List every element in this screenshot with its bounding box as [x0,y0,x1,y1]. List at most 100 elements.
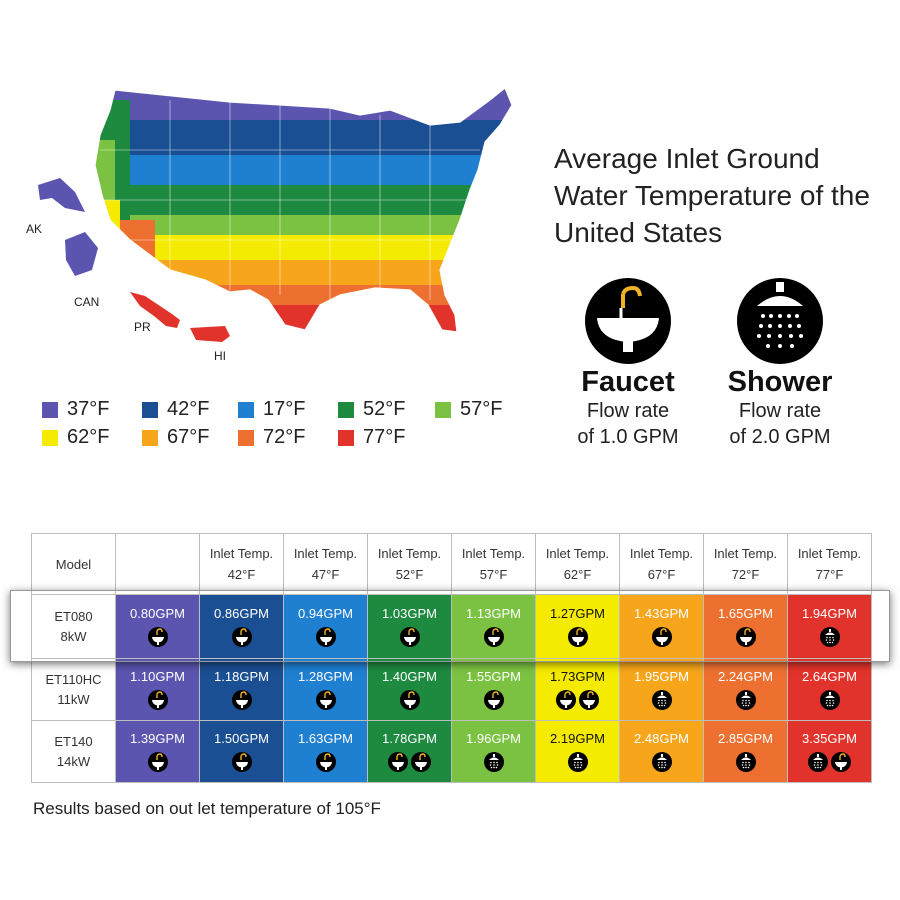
legend-item: 77°F [338,426,405,449]
flow-rate-cell: 2.48GPM [619,720,704,783]
faucet-icon [147,627,168,647]
faucet-flow-label: Flow rate [586,400,670,422]
faucet-icon [585,278,671,364]
usage-icons [200,752,283,772]
faucet-icon [483,690,504,710]
usage-icons [200,690,283,710]
flow-rate-value: 0.80GPM [130,606,185,621]
legend-item: 67°F [142,426,209,449]
usage-icons [788,690,871,710]
shower-icon [808,752,828,772]
model-name: ET080 [54,608,93,624]
legend-item: 37°F [42,398,109,421]
legend-label: 77°F [363,426,406,448]
flow-rate-value: 1.10GPM [130,669,185,684]
legend-swatch [435,401,451,418]
faucet-icon [388,752,408,772]
temp-header-label: Inlet Temp. [293,546,358,561]
faucet-icon [231,690,252,710]
faucet-icon [315,690,336,710]
faucet-icon [556,690,576,710]
legend-item: 42°F [142,398,209,421]
model-cell: ET140 14kW [31,720,116,783]
faucet-icon [735,627,756,647]
shower-title: Shower [727,366,833,398]
usage-icons [788,752,871,772]
faucet-icon [483,627,504,647]
flow-rate-value: 1.95GPM [634,669,689,684]
flow-rate-cell: 0.80GPM [115,594,200,659]
shower-info: Shower Flow rate of 2.0 GPM [705,278,855,450]
model-power: 11kW [57,691,90,707]
alaska-shape [38,178,85,212]
model-header: Model [31,533,116,595]
table-header-row: Model Inlet Temp. 42°F Inlet Temp. 47°F In… [31,533,872,595]
usage-icons [116,627,199,647]
faucet-icon [411,752,431,772]
legend-label: 57°F [460,398,503,420]
faucet-icon [567,627,588,647]
model-name: ET110HC [45,671,102,687]
usage-icons [536,690,619,710]
temp-header: Inlet Temp. 62°F [535,533,620,595]
legend-label: 42°F [167,398,210,420]
faucet-icon [147,752,168,772]
flow-rate-cell: 1.50GPM [199,720,284,783]
usage-icons [368,627,451,647]
usage-icons [116,752,199,772]
faucet-icon [147,690,168,710]
temp-header: Inlet Temp. 52°F [367,533,452,595]
faucet-info: Faucet Flow rate of 1.0 GPM [553,278,703,450]
usage-icons [452,752,535,772]
temp-header-value: 72°F [731,567,760,582]
flow-rate-cell: 1.63GPM [283,720,368,783]
table-row: ET140 14kW 1.39GPM 1.50GPM 1.63GPM 1.78GPM 1.9… [31,720,872,783]
usage-icons [620,627,703,647]
model-cell: ET080 8kW [31,594,116,659]
usage-icons [704,752,787,772]
shower-icon [737,278,823,364]
map-label-pr: PR [134,320,151,334]
flow-rate-cell: 2.19GPM [535,720,620,783]
page-title: Average Inlet Ground Water Temperature o… [554,143,870,248]
flow-rate-value: 1.50GPM [214,731,269,746]
flow-rate-value: 1.63GPM [298,731,353,746]
legend-swatch [142,429,158,446]
shower-icon [735,752,756,772]
flow-rate-value: 2.85GPM [718,731,773,746]
flow-rate-value: 1.73GPM [550,669,605,684]
temp-header-label: Inlet Temp. [629,546,694,561]
temp-header-label: Inlet Temp. [209,546,274,561]
flow-rate-cell: 1.13GPM [451,594,536,659]
temp-header: Inlet Temp. 42°F [199,533,284,595]
flow-rate-cell: 1.95GPM [619,658,704,721]
usage-icons [536,627,619,647]
footnote: Results based on out let temperature of … [33,799,381,818]
temp-header: Inlet Temp. 77°F [787,533,872,595]
shower-icon [735,690,756,710]
flow-rate-cell: 1.94GPM [787,594,872,659]
model-power: 14kW [56,753,91,769]
flow-rate-cell: 3.35GPM [787,720,872,783]
flow-rate-cell: 1.39GPM [115,720,200,783]
hawaii-shape [130,292,180,328]
temp-header: Inlet Temp. 47°F [283,533,368,595]
usage-icons [620,690,703,710]
map-label-ak: AK [26,222,43,236]
temp-header-value: 47°F [311,567,340,582]
map-label-hi: HI [214,349,226,363]
flow-rate-value: 0.86GPM [214,606,269,621]
flow-rate-value: 2.64GPM [802,669,857,684]
table-row: ET080 8kW 0.80GPM 0.86GPM 0.94GPM 1.03GPM 1.13… [31,594,872,659]
table-row: ET110HC 11kW 1.10GPM 1.18GPM 1.28GPM 1.40GPM 1… [31,658,872,721]
usage-icons [116,690,199,710]
usage-icons [200,627,283,647]
usage-icons [284,690,367,710]
legend-swatch [42,429,58,446]
legend-item: 52°F [338,398,405,421]
temp-header-value: 77°F [815,567,844,582]
temp-header: Inlet Temp. 57°F [451,533,536,595]
puerto-rico-shape [190,326,230,342]
legend-label: 67°F [167,426,210,448]
legend-swatch [238,401,254,418]
